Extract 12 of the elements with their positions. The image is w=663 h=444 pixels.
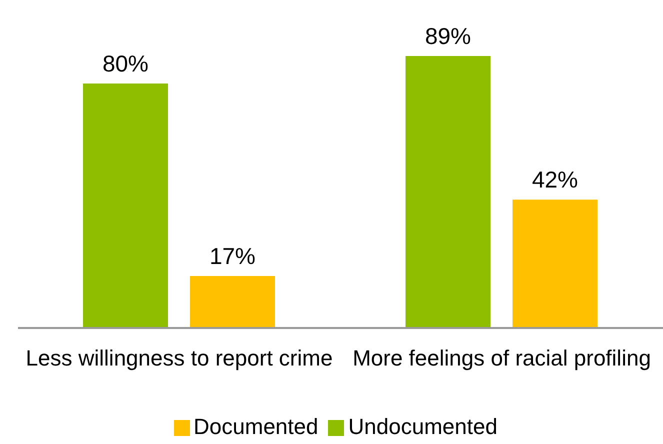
x-tick-label: More feelings of racial profiling [352,346,651,371]
bar [190,276,275,328]
bar [512,200,598,328]
legend-label: Undocumented [348,414,498,439]
bar [406,56,490,328]
x-tick-label: Less willingness to report crime [26,346,333,371]
data-label: 89% [424,23,472,49]
data-label: 80% [102,50,149,77]
data-label: 42% [532,166,578,193]
data-label: 17% [209,243,256,270]
bar [83,84,168,328]
legend-label: Documented [194,414,318,439]
